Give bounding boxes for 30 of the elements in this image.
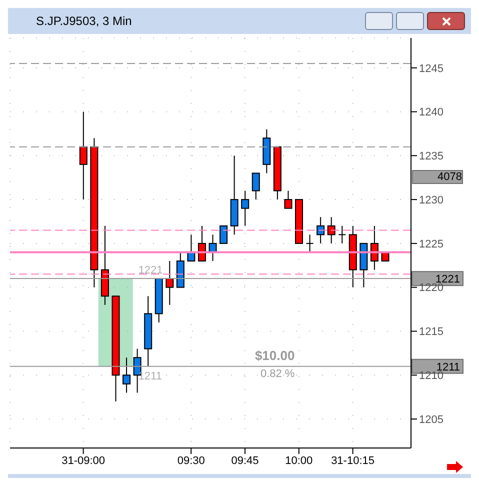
x-tick-label: 31-09:00 bbox=[62, 454, 106, 467]
ref-line-label: 1211 bbox=[138, 370, 162, 382]
candlestick bbox=[166, 260, 174, 306]
x-tick-label: 09:45 bbox=[231, 454, 259, 467]
text: 1211 bbox=[436, 361, 460, 374]
annotation: 0.82 % bbox=[260, 368, 295, 380]
candlestick bbox=[284, 190, 292, 209]
y-tick-label: 1235 bbox=[419, 150, 444, 163]
candlestick bbox=[220, 225, 228, 244]
candlestick bbox=[316, 216, 325, 244]
candlestick bbox=[122, 357, 131, 394]
y-tick-label: 1225 bbox=[419, 238, 444, 250]
y-tick-label: 1245 bbox=[419, 62, 444, 75]
y-tick-label: 1205 bbox=[419, 414, 444, 426]
y-tick-label: 1215 bbox=[419, 326, 444, 338]
text: 4078 bbox=[412, 170, 463, 184]
y-tick-label: 1240 bbox=[419, 106, 444, 119]
candlestick bbox=[306, 234, 314, 253]
candlestick bbox=[79, 111, 88, 200]
candlestick bbox=[338, 225, 346, 244]
x-tick-label: 31-10:15 bbox=[331, 454, 375, 467]
y-tick-label: 1230 bbox=[419, 194, 444, 206]
annotation: $10.00 bbox=[254, 348, 295, 364]
candlestick bbox=[241, 190, 250, 226]
ref-line-label: 1221 bbox=[138, 264, 163, 277]
chart-title: S.JP.J9503, 3 Min bbox=[36, 14, 132, 28]
x-tick-label: 09:30 bbox=[177, 454, 205, 467]
x-tick-label: 10:00 bbox=[285, 454, 313, 467]
candlestick bbox=[252, 172, 260, 200]
candlestick bbox=[327, 216, 336, 244]
